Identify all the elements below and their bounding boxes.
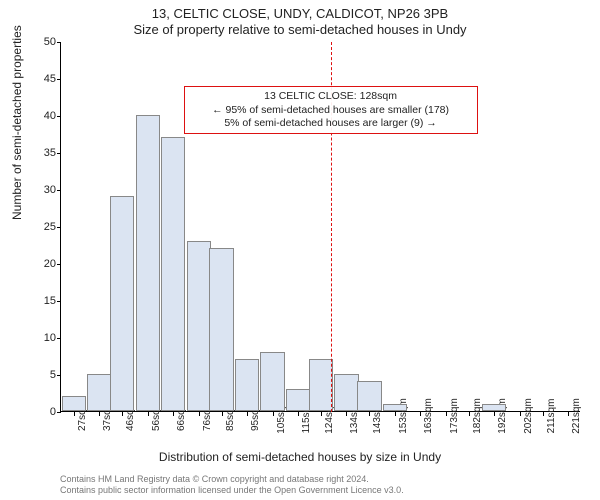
y-tick-mark: [57, 412, 61, 413]
y-tick-mark: [57, 338, 61, 339]
y-tick-label: 20: [26, 258, 56, 270]
y-axis-label: Number of semi-detached properties: [10, 25, 24, 220]
histogram-bar: [235, 359, 259, 411]
plot-region: 27sqm37sqm46sqm56sqm66sqm76sqm85sqm95sqm…: [60, 42, 580, 412]
x-tick-label: 173sqm: [449, 398, 460, 434]
x-tick-mark: [568, 412, 569, 416]
x-tick-mark: [273, 412, 274, 416]
x-tick-mark: [173, 412, 174, 416]
x-tick-mark: [148, 412, 149, 416]
histogram-bar: [187, 241, 211, 411]
x-tick-mark: [395, 412, 396, 416]
y-tick-mark: [57, 42, 61, 43]
y-tick-mark: [57, 227, 61, 228]
annotation-line: 13 CELTIC CLOSE: 128sqm: [191, 90, 471, 103]
x-axis-label: Distribution of semi-detached houses by …: [0, 450, 600, 464]
histogram-bar: [110, 196, 134, 411]
histogram-bar: [161, 137, 185, 411]
y-tick-mark: [57, 375, 61, 376]
histogram-bar: [260, 352, 284, 411]
histogram-bar: [383, 404, 407, 411]
histogram-bar: [136, 115, 160, 411]
y-tick-mark: [57, 190, 61, 191]
x-tick-mark: [346, 412, 347, 416]
histogram-bar: [357, 381, 381, 411]
y-tick-label: 15: [26, 295, 56, 307]
y-tick-label: 5: [26, 369, 56, 381]
x-tick-mark: [122, 412, 123, 416]
x-tick-mark: [494, 412, 495, 416]
x-tick-label: 163sqm: [423, 398, 434, 434]
histogram-bar: [286, 389, 310, 411]
x-tick-mark: [74, 412, 75, 416]
footer-line1: Contains HM Land Registry data © Crown c…: [60, 474, 404, 485]
annotation-line: ← 95% of semi-detached houses are smalle…: [191, 104, 471, 117]
histogram-bar: [62, 396, 86, 411]
annotation-line: 5% of semi-detached houses are larger (9…: [191, 117, 471, 130]
x-tick-label: 221sqm: [571, 398, 582, 434]
y-tick-label: 45: [26, 73, 56, 85]
y-tick-mark: [57, 79, 61, 80]
x-tick-mark: [469, 412, 470, 416]
chart-title-line2: Size of property relative to semi-detach…: [0, 22, 600, 37]
histogram-bar: [334, 374, 358, 411]
histogram-bar: [309, 359, 333, 411]
y-tick-label: 40: [26, 110, 56, 122]
x-tick-mark: [446, 412, 447, 416]
histogram-bar: [87, 374, 111, 411]
x-tick-mark: [99, 412, 100, 416]
x-tick-mark: [247, 412, 248, 416]
histogram-bar: [209, 248, 233, 411]
x-tick-mark: [199, 412, 200, 416]
y-tick-label: 30: [26, 184, 56, 196]
y-tick-label: 25: [26, 221, 56, 233]
x-tick-label: 211sqm: [546, 399, 557, 434]
footer-attribution: Contains HM Land Registry data © Crown c…: [60, 474, 404, 496]
x-tick-label: 202sqm: [523, 398, 534, 434]
y-tick-mark: [57, 153, 61, 154]
x-tick-mark: [369, 412, 370, 416]
y-tick-label: 10: [26, 332, 56, 344]
y-tick-mark: [57, 301, 61, 302]
x-tick-mark: [520, 412, 521, 416]
x-tick-mark: [222, 412, 223, 416]
y-tick-mark: [57, 264, 61, 265]
y-tick-label: 35: [26, 147, 56, 159]
histogram-bar: [482, 404, 506, 411]
y-tick-label: 50: [26, 36, 56, 48]
chart-title-line1: 13, CELTIC CLOSE, UNDY, CALDICOT, NP26 3…: [0, 6, 600, 21]
chart-area: 27sqm37sqm46sqm56sqm66sqm76sqm85sqm95sqm…: [60, 42, 580, 412]
x-tick-mark: [298, 412, 299, 416]
x-tick-mark: [543, 412, 544, 416]
x-tick-mark: [420, 412, 421, 416]
y-tick-label: 0: [26, 406, 56, 418]
annotation-box: 13 CELTIC CLOSE: 128sqm← 95% of semi-det…: [184, 86, 478, 133]
x-tick-mark: [321, 412, 322, 416]
y-tick-mark: [57, 116, 61, 117]
x-tick-label: 182sqm: [472, 398, 483, 434]
footer-line2: Contains public sector information licen…: [60, 485, 404, 496]
